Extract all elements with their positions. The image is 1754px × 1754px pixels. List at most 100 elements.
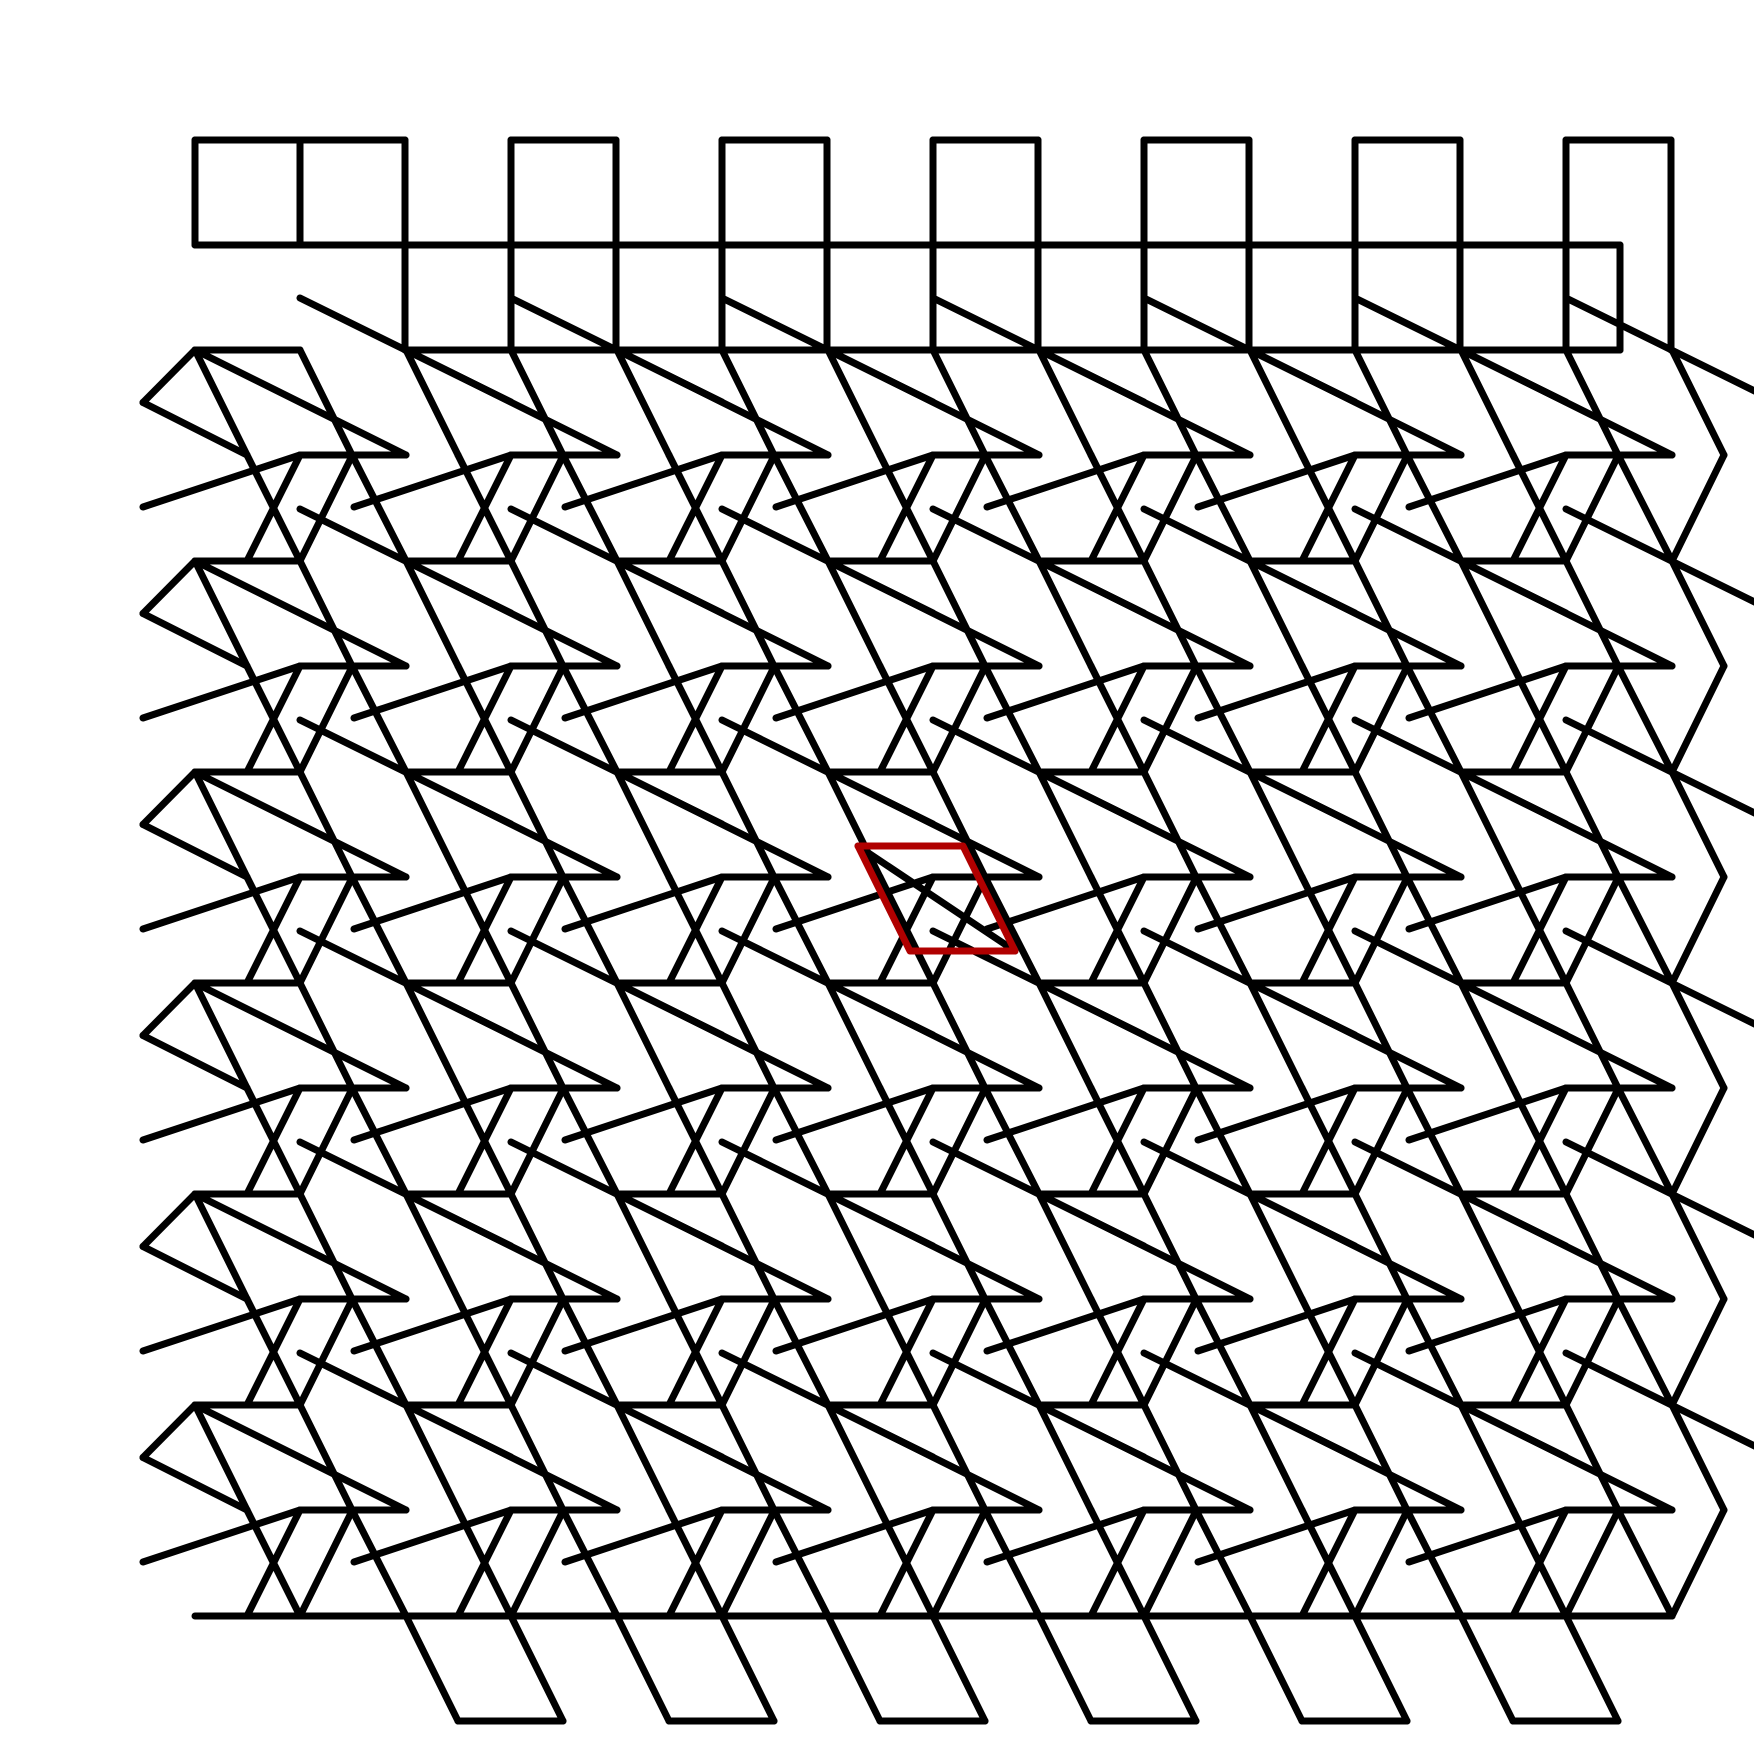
- steep-edge: [613, 1401, 673, 1514]
- shallow-edge: [350, 662, 515, 722]
- steep-edge: [1087, 451, 1148, 565]
- steep-edge: [1351, 874, 1411, 987]
- shallow-edge: [1405, 1084, 1570, 1144]
- shallow-edge: [139, 1084, 304, 1144]
- steep-edge: [1403, 662, 1465, 776]
- shallow-edge: [1457, 979, 1676, 1092]
- steep-edge: [981, 1084, 1043, 1198]
- shallow-edge: [1457, 768, 1676, 881]
- steep-edge: [1140, 874, 1200, 987]
- bottom-rhombus-edge: [1562, 1612, 1622, 1725]
- boundary-edge: [139, 399, 251, 459]
- steep-edge: [718, 1296, 778, 1409]
- boundary-edge: [1668, 346, 1728, 459]
- shallow-edge: [1194, 1084, 1359, 1144]
- shallow-edge: [1035, 1401, 1254, 1514]
- steep-edge: [1035, 979, 1095, 1092]
- steep-edge: [1562, 874, 1622, 987]
- shallow-edge: [350, 451, 515, 511]
- steep-edge: [770, 1295, 832, 1409]
- shallow-edge: [824, 979, 1043, 1092]
- shallow-edge: [772, 873, 937, 933]
- steep-edge: [770, 451, 832, 565]
- shallow-edge: [402, 1190, 621, 1303]
- steep-edge: [1192, 1506, 1254, 1620]
- shallow-edge: [1405, 1295, 1570, 1355]
- steep-edge: [665, 1295, 726, 1409]
- boundary-edge: [1668, 1084, 1728, 1198]
- boundary-edge: [1668, 1401, 1728, 1514]
- steep-edge: [559, 1295, 621, 1409]
- steep-edge: [929, 768, 989, 881]
- shallow-edge: [983, 1084, 1148, 1144]
- steep-edge: [1403, 451, 1465, 565]
- steep-edge: [454, 1084, 515, 1198]
- shallow-edge: [772, 451, 937, 511]
- bottom-rhombus-edge: [1457, 1612, 1517, 1725]
- steep-edge: [1403, 1084, 1465, 1198]
- steep-edge: [507, 452, 567, 565]
- steep-edge: [1087, 662, 1148, 776]
- steep-edge: [1298, 1084, 1359, 1198]
- steep-edge: [665, 451, 726, 565]
- steep-edge: [1457, 768, 1517, 881]
- shallow-edge: [613, 346, 832, 459]
- steep-edge: [1140, 979, 1200, 1092]
- shallow-edge: [350, 1084, 515, 1144]
- shallow-edge: [983, 451, 1148, 511]
- steep-edge: [824, 1190, 884, 1303]
- steep-edge: [1351, 1507, 1411, 1620]
- shallow-edge: [613, 1401, 832, 1514]
- shallow-edge: [983, 873, 1148, 933]
- steep-edge: [348, 1084, 410, 1198]
- shallow-edge: [983, 662, 1148, 722]
- steep-edge: [981, 1506, 1043, 1620]
- boundary-edge: [1668, 979, 1728, 1092]
- shallow-edge: [350, 1295, 515, 1355]
- steep-edge: [929, 452, 989, 565]
- steep-edge: [1614, 1506, 1676, 1620]
- steep-edge: [1087, 1295, 1148, 1409]
- steep-edge: [1087, 1084, 1148, 1198]
- boundary-edge: [139, 1401, 199, 1461]
- steep-edge: [1035, 557, 1095, 670]
- steep-edge: [454, 662, 515, 776]
- steep-edge: [296, 663, 356, 776]
- steep-edge: [981, 1295, 1043, 1409]
- steep-edge: [454, 451, 515, 565]
- steep-edge: [1246, 1190, 1306, 1303]
- steep-edge: [454, 873, 515, 987]
- highlighted-tile: [854, 842, 1019, 955]
- steep-edge: [402, 557, 462, 670]
- steep-edge: [1457, 1190, 1517, 1303]
- shallow-edge: [772, 1506, 937, 1566]
- steep-edge: [1351, 1296, 1411, 1409]
- steep-edge: [296, 346, 356, 459]
- shallow-edge: [350, 1506, 515, 1566]
- steep-edge: [1351, 663, 1411, 776]
- steep-edge: [1298, 1506, 1359, 1620]
- steep-edge: [718, 768, 778, 881]
- boundary-edge: [1668, 1295, 1728, 1409]
- bottom-rhombus-edge: [613, 1612, 673, 1725]
- shallow-edge: [772, 1295, 937, 1355]
- shallow-edge: [191, 979, 410, 1092]
- boundary-edge: [139, 557, 199, 617]
- steep-edge: [1140, 1085, 1200, 1198]
- steep-edge: [1298, 1295, 1359, 1409]
- shallow-edge: [613, 979, 832, 1092]
- shallow-edge: [402, 979, 621, 1092]
- steep-edge: [876, 873, 937, 987]
- boundary-edge: [139, 346, 199, 406]
- steep-edge: [1562, 1401, 1622, 1514]
- steep-edge: [718, 346, 778, 459]
- steep-edge: [665, 873, 726, 987]
- steep-edge: [1351, 1190, 1411, 1303]
- shallow-edge: [139, 1295, 304, 1355]
- steep-edge: [1562, 1190, 1622, 1303]
- steep-edge: [1087, 873, 1148, 987]
- steep-edge: [1246, 979, 1306, 1092]
- shallow-edge: [1405, 873, 1570, 933]
- steep-edge: [348, 873, 410, 987]
- steep-edge: [1087, 1506, 1148, 1620]
